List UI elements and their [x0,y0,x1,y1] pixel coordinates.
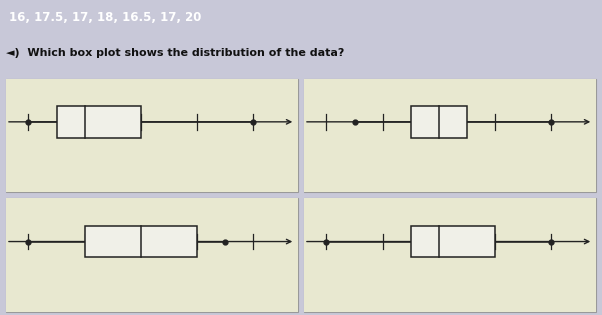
X-axis label: Time (s): Time (s) [430,210,470,220]
Text: 16, 17.5, 17, 18, 16.5, 17, 20: 16, 17.5, 17, 18, 16.5, 17, 20 [9,11,202,24]
Bar [411,226,495,257]
X-axis label: Time (s): Time (s) [132,210,172,220]
Text: ◄)  Which box plot shows the distribution of the data?: ◄) Which box plot shows the distribution… [6,48,344,58]
Bar [411,106,467,138]
Bar [85,226,197,257]
Bar [57,106,141,138]
